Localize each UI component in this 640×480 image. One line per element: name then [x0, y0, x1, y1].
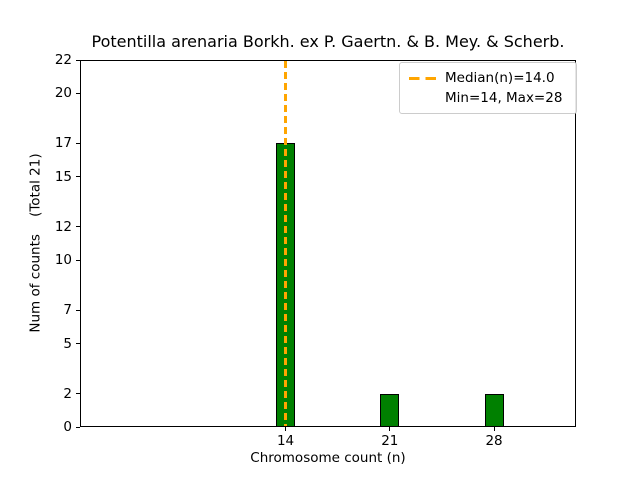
x-tick-mark: [389, 427, 391, 431]
x-tick-label: 14: [276, 433, 295, 449]
y-tick-label: 0: [63, 419, 72, 435]
legend-handle-spacer: [409, 97, 436, 100]
y-tick-label: 7: [63, 302, 72, 319]
x-axis-label: Chromosome count (n): [250, 450, 406, 466]
y-tick-mark: [76, 226, 80, 228]
x-tick-mark: [493, 427, 495, 431]
bar-n28: [484, 393, 504, 427]
y-tick-label: 22: [54, 52, 72, 68]
bar-n21: [380, 393, 400, 427]
y-tick-mark: [76, 426, 80, 428]
plot-area: [80, 60, 576, 427]
chart-title: Potentilla arenaria Borkh. ex P. Gaertn.…: [91, 32, 565, 51]
median-line: [284, 61, 288, 426]
x-tick-label: 28: [485, 433, 503, 449]
y-tick-label: 2: [63, 385, 72, 402]
y-tick-label: 20: [54, 85, 72, 102]
median-dashed-line-icon: [409, 76, 436, 80]
x-tick-label: 21: [381, 433, 399, 449]
legend-entry-minmax: Min=14, Max=28: [409, 88, 567, 108]
x-tick-mark: [285, 427, 287, 431]
y-tick-mark: [76, 59, 80, 61]
legend-label-minmax: Min=14, Max=28: [445, 90, 563, 106]
y-tick-label: 5: [63, 335, 72, 352]
legend-entry-median: Median(n)=14.0: [409, 68, 567, 88]
y-tick-mark: [76, 142, 80, 144]
y-tick-label: 10: [54, 252, 72, 269]
y-tick-label: 15: [54, 168, 72, 185]
y-tick-mark: [76, 309, 80, 311]
y-tick-mark: [76, 393, 80, 395]
legend: Median(n)=14.0 Min=14, Max=28: [399, 62, 577, 114]
y-tick-mark: [76, 176, 80, 178]
y-tick-mark: [76, 92, 80, 94]
y-tick-label: 12: [54, 218, 72, 235]
y-tick-mark: [76, 343, 80, 345]
y-tick-label: 17: [54, 135, 72, 152]
legend-label-median: Median(n)=14.0: [445, 70, 555, 86]
y-tick-mark: [76, 259, 80, 261]
